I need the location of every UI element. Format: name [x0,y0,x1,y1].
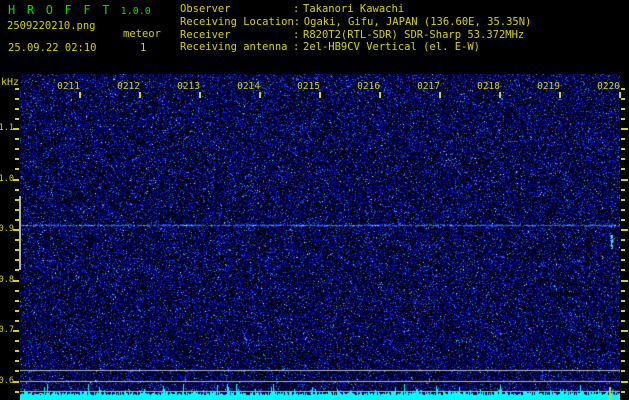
freq-major-tick-left [13,178,19,181]
info-value: Takanori Kawachi [303,3,405,15]
freq-unit-label: kHz [1,77,20,88]
freq-minor-tick-right [621,269,625,271]
freq-minor-tick-right [621,360,625,362]
freq-minor-tick-right [621,249,625,251]
info-colon: : [293,3,300,15]
freq-minor-tick-left [15,391,19,393]
freq-minor-tick-right [621,370,625,372]
freq-minor-tick-left [15,98,19,100]
app-version: 1.0.0 [120,6,151,17]
info-colon: : [293,15,301,28]
freq-minor-tick-right [621,300,625,302]
info-label: Observer [180,3,231,15]
freq-major-tick-right [621,279,628,282]
datetime-label: 25.09.22 02:10 [8,42,97,54]
freq-minor-tick-right [621,209,625,211]
app-name: H R O F F T [8,3,112,17]
freq-minor-tick-right [621,239,625,241]
station-info: Observer: Takanori Kawachi Receiving Loca… [180,3,531,54]
info-row-observer: Observer: Takanori Kawachi [180,3,531,16]
freq-tick-label: 0.9 [0,224,14,234]
freq-minor-tick-right [621,340,625,342]
freq-tick-label: 0.7 [0,325,14,335]
echo-band-marker [19,196,21,270]
freq-minor-tick-left [15,88,19,90]
info-label: Receiver [180,28,231,41]
freq-major-tick-left [13,330,19,332]
freq-minor-tick-left [15,350,19,352]
freq-minor-tick-right [621,158,625,160]
info-row-antenna: Receiving antenna:2el-HB9CV Vertical (el… [180,41,531,54]
freq-minor-tick-right [621,219,625,221]
spectrogram-canvas [20,74,620,400]
info-label: Receiving Location [180,15,294,28]
freq-tick-label: 0.8 [0,274,14,285]
freq-minor-tick-left [15,340,19,342]
freq-major-tick-right [621,380,628,383]
freq-major-tick-right [621,229,628,231]
freq-major-tick-left [13,128,19,130]
freq-minor-tick-right [621,168,625,170]
info-colon: : [293,41,300,54]
freq-minor-tick-right [621,98,625,100]
info-label: Receiving antenna [180,41,288,54]
freq-major-tick-left [13,380,19,383]
freq-minor-tick-right [621,290,625,292]
freq-minor-tick-right [621,350,625,352]
freq-minor-tick-left [15,320,19,322]
freq-major-tick-right [621,330,628,332]
freq-minor-tick-right [621,118,625,120]
output-filename: 2509220210.png [7,20,96,32]
freq-minor-tick-left [15,148,19,150]
freq-minor-tick-left [15,108,19,110]
freq-minor-tick-left [15,310,19,312]
meteor-count: 1 [140,42,147,54]
freq-minor-tick-right [621,189,625,191]
freq-minor-tick-left [15,138,19,140]
freq-minor-tick-left [15,118,19,120]
freq-minor-tick-right [621,391,625,393]
info-row-location: Receiving Location: Ogaki, Gifu, JAPAN (1… [180,16,531,29]
freq-tick-label: 1.0 [0,173,14,184]
freq-minor-tick-left [15,290,19,292]
freq-minor-tick-right [621,108,625,110]
app-title: H R O F F T 1.0.0 [8,3,151,19]
freq-major-tick-right [621,178,628,181]
freq-minor-tick-left [15,189,19,191]
freq-minor-tick-left [15,360,19,362]
info-value: Ogaki, Gifu, JAPAN (136.60E, 35.35N) [303,15,532,28]
freq-major-tick-left [13,279,19,282]
freq-minor-tick-right [621,320,625,322]
freq-minor-tick-right [621,199,625,201]
info-colon: : [293,28,300,41]
freq-minor-tick-right [621,259,625,261]
freq-major-tick-right [621,128,628,130]
freq-minor-tick-left [15,300,19,302]
info-value: R820T2(RTL-SDR) SDR-Sharp 53.372MHz [303,28,525,41]
mode-label: meteor [123,28,161,40]
freq-minor-tick-left [15,158,19,160]
freq-minor-tick-left [15,168,19,170]
freq-tick-label: 0.6 [0,375,14,386]
freq-minor-tick-right [621,88,625,90]
info-row-receiver: Receiver: R820T2(RTL-SDR) SDR-Sharp 53.37… [180,29,531,42]
freq-minor-tick-right [621,148,625,150]
freq-minor-tick-left [15,370,19,372]
freq-minor-tick-right [621,138,625,140]
freq-tick-label: 1.1 [0,123,14,133]
info-value: 2el-HB9CV Vertical (el. E-W) [303,41,481,54]
freq-minor-tick-right [621,310,625,312]
